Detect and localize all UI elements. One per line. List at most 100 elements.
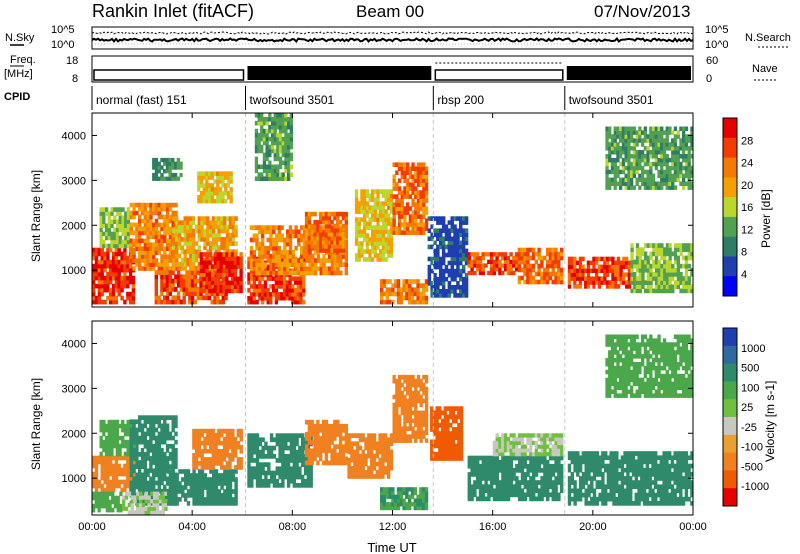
heatmap-cell [520, 275, 524, 281]
heatmap-cell [118, 447, 122, 453]
heatmap-cell [651, 130, 656, 135]
heatmap-cell [118, 243, 122, 249]
heatmap-cell [262, 136, 267, 142]
heatmap-cell [203, 220, 207, 226]
heatmap-cell [119, 491, 123, 497]
heatmap-cell [333, 270, 337, 276]
heatmap-cell [385, 299, 389, 305]
heatmap-cell [197, 245, 201, 250]
heatmap-cell [138, 472, 142, 478]
heatmap-cell [260, 237, 265, 243]
heatmap-cell [124, 506, 129, 511]
heatmap-cell [605, 256, 610, 262]
heatmap-cell [103, 299, 107, 305]
heatmap-cell [265, 164, 269, 170]
heatmap-cell [308, 254, 312, 259]
heatmap-cell [286, 241, 290, 247]
heatmap-cell [124, 243, 128, 249]
heatmap-cell [280, 284, 284, 289]
heatmap-cell [174, 210, 178, 216]
heatmap-cell [464, 289, 469, 294]
heatmap-cell [509, 267, 513, 272]
heatmap-cell [379, 201, 383, 206]
heatmap-cell [679, 154, 683, 159]
heatmap-cell [143, 443, 147, 449]
heatmap-cell [160, 254, 164, 259]
heatmap-cell [403, 194, 407, 199]
heatmap-cell [132, 222, 136, 228]
heatmap-cell [99, 223, 103, 229]
freq-tick-low: 8 [72, 73, 78, 85]
heatmap-cell [252, 266, 256, 272]
heatmap-cell [509, 270, 513, 276]
heatmap-cell [228, 453, 232, 458]
heatmap-cell [294, 266, 298, 272]
heatmap-cell [339, 225, 343, 230]
heatmap-cell [160, 176, 164, 181]
heatmap-cell [461, 264, 466, 270]
heatmap-cell [635, 280, 640, 285]
heatmap-cell [304, 452, 309, 458]
heatmap-cell [224, 291, 228, 296]
heatmap-cell [208, 272, 212, 277]
heatmap-cell [202, 264, 206, 269]
heatmap-cell [641, 142, 645, 147]
heatmap-cell [322, 254, 326, 259]
heatmap-cell [226, 497, 230, 502]
heatmap-cell [616, 284, 621, 289]
heatmap-cell [153, 495, 157, 500]
heatmap-cell [261, 483, 265, 488]
heatmap-cell [395, 202, 399, 207]
heatmap-cell [189, 241, 193, 246]
heatmap-cell [392, 194, 396, 199]
heatmap-cell [365, 209, 369, 214]
heatmap-cell [146, 439, 150, 445]
heatmap-cell [481, 256, 485, 261]
heatmap-cell [307, 240, 312, 245]
heatmap-cell [208, 276, 212, 282]
heatmap-cell [641, 272, 645, 277]
heatmap-cell [124, 231, 128, 237]
heatmap-cell [660, 255, 664, 261]
heatmap-cell [117, 455, 121, 461]
heatmap-cell [627, 157, 631, 163]
heatmap-cell [221, 191, 225, 196]
heatmap-cell [281, 160, 285, 166]
heatmap-cell [405, 291, 409, 297]
heatmap-cell [143, 262, 147, 267]
cpid-label: twofsound 3501 [569, 93, 654, 107]
heatmap-cell [584, 280, 588, 285]
heatmap-cell [197, 195, 201, 200]
heatmap-cell [233, 264, 238, 269]
heatmap-cell [476, 263, 480, 268]
heatmap-cell [291, 292, 295, 297]
heatmap-cell [387, 245, 391, 250]
heatmap-cell [129, 238, 133, 244]
heatmap-cell [384, 201, 388, 206]
heatmap-cell [676, 247, 680, 252]
heatmap-cell [225, 465, 229, 470]
heatmap-cell [286, 254, 290, 259]
heatmap-cell [405, 295, 409, 301]
heatmap-cell [99, 239, 103, 245]
heatmap-cell [339, 270, 343, 276]
heatmap-cell [327, 232, 331, 237]
heatmap-cell [662, 181, 667, 186]
heatmap-cell [265, 117, 269, 122]
heatmap-cell [473, 252, 477, 257]
heatmap-cell [132, 431, 136, 437]
heatmap-cell [682, 284, 686, 290]
heatmap-cell [554, 279, 558, 285]
heatmap-cell [272, 266, 276, 272]
heatmap-cell [635, 267, 640, 273]
heatmap-cell [210, 187, 214, 192]
heatmap-cell [216, 175, 220, 180]
heatmap-cell [205, 280, 209, 286]
heatmap-cell [560, 275, 564, 281]
heatmap-cell [200, 232, 204, 238]
heatmap-cell [210, 195, 214, 200]
heatmap-cell [427, 256, 432, 262]
heatmap-cell [150, 499, 154, 504]
heatmap-cell [146, 238, 150, 244]
heatmap-cell [573, 264, 577, 270]
